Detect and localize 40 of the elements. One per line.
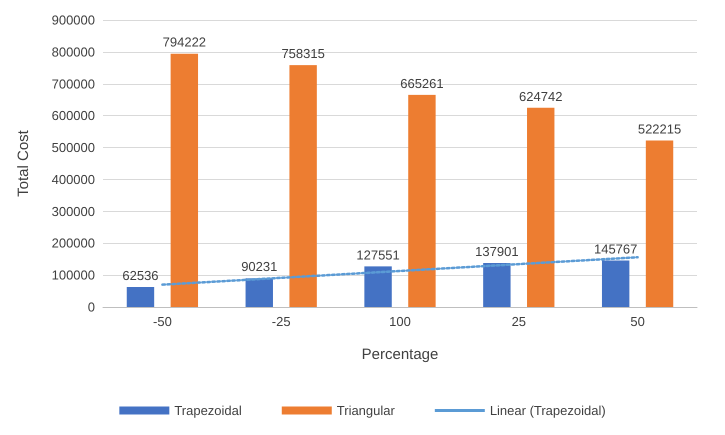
bar xyxy=(408,94,436,307)
y-tick-label: 300000 xyxy=(52,204,95,219)
data-label: 794222 xyxy=(162,34,206,50)
bar xyxy=(646,140,674,307)
bar xyxy=(602,260,630,307)
data-label: 522215 xyxy=(638,121,682,136)
data-label: 624742 xyxy=(519,88,562,104)
bar xyxy=(364,266,392,307)
x-tick-label: 100 xyxy=(389,314,411,329)
bar xyxy=(170,54,198,307)
data-label: 137901 xyxy=(475,244,519,260)
y-tick-label: 900000 xyxy=(52,12,95,28)
legend-label: Trapezoidal xyxy=(174,403,242,418)
data-label: 90231 xyxy=(241,259,278,274)
y-tick-label: 0 xyxy=(88,300,95,314)
y-tick-label: 200000 xyxy=(52,236,95,251)
bar xyxy=(246,278,273,307)
y-tick-label: 700000 xyxy=(52,76,95,92)
y-tick-label: 500000 xyxy=(52,140,95,156)
data-label: 127551 xyxy=(356,247,400,262)
x-tick-label: -50 xyxy=(153,314,172,329)
y-axis-title: Total Cost xyxy=(15,129,32,197)
x-tick-label: 50 xyxy=(630,314,645,329)
data-label: 665261 xyxy=(400,76,444,91)
x-tick-label: 25 xyxy=(512,314,526,329)
legend-label: Triangular xyxy=(336,403,396,418)
y-tick-label: 400000 xyxy=(52,172,95,187)
bar xyxy=(527,108,554,307)
legend-label: Linear (Trapezoidal) xyxy=(490,403,606,418)
x-tick-label: -25 xyxy=(272,314,291,329)
bar xyxy=(289,65,317,307)
data-label: 758315 xyxy=(281,46,325,62)
data-label: 145767 xyxy=(594,242,638,257)
data-label: 62536 xyxy=(122,268,159,284)
bar xyxy=(126,287,154,307)
y-tick-label: 600000 xyxy=(52,108,95,124)
y-tick-label: 800000 xyxy=(52,44,95,60)
y-tick-label: 100000 xyxy=(52,268,95,283)
x-axis-title: Percentage xyxy=(362,346,438,363)
bar xyxy=(483,263,511,307)
